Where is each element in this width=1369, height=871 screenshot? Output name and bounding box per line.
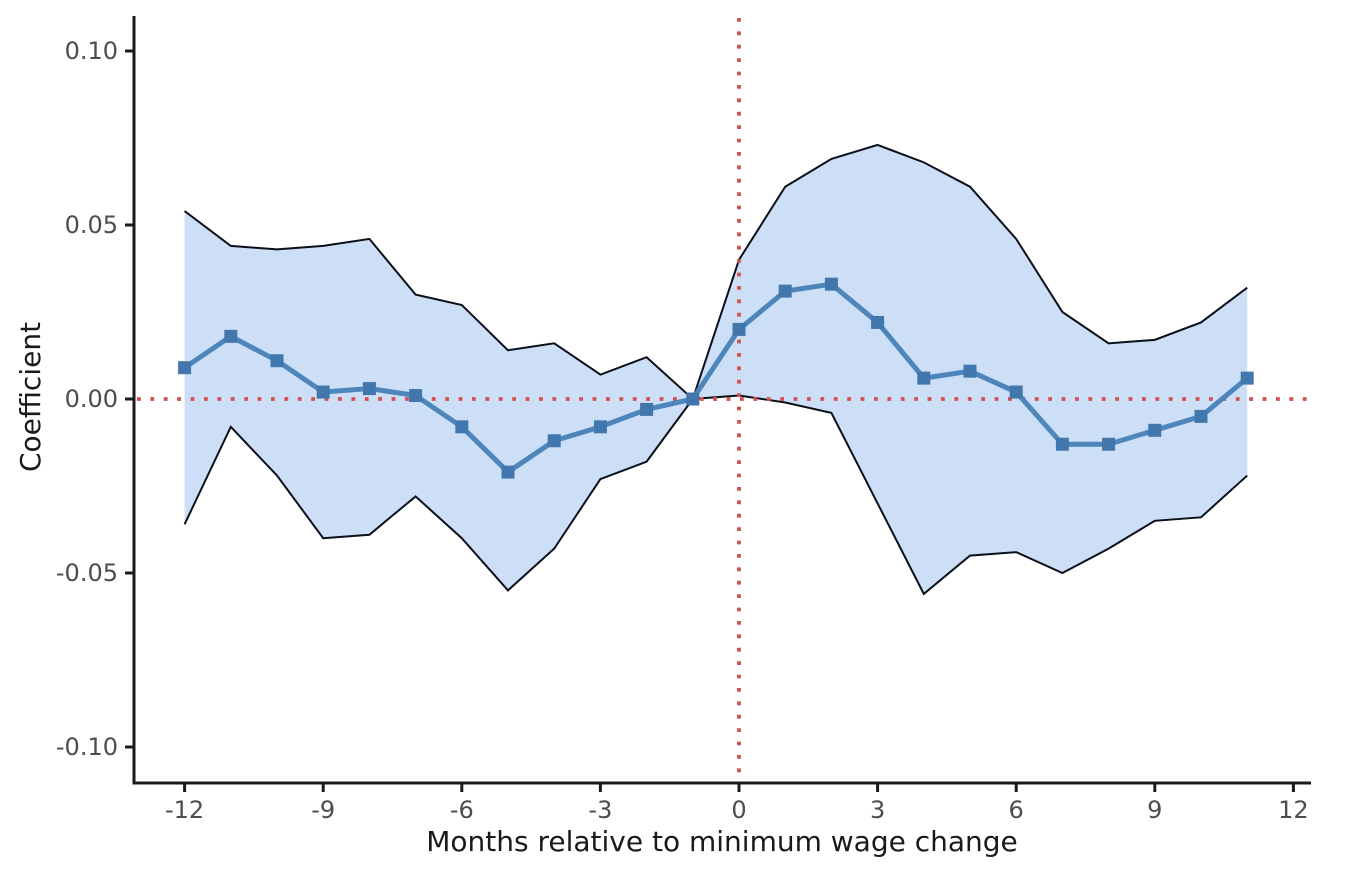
x-tick-label: 0 [731,796,746,824]
x-tick-label: 3 [870,796,885,824]
y-tick-label: -0.05 [56,559,118,587]
x-tick-label: 6 [1009,796,1024,824]
data-point-marker [871,315,885,329]
y-tick-label: 0.05 [65,211,118,239]
data-point-marker [1240,371,1254,385]
data-point-marker [917,371,931,385]
confidence-band [184,144,1248,594]
data-point-marker [1102,437,1116,451]
data-point-marker [455,420,469,434]
data-point-marker [1055,437,1069,451]
x-tick-label: -12 [165,796,204,824]
data-point-marker [270,354,284,368]
data-point-marker [963,364,977,378]
data-point-marker [732,322,746,336]
data-point-marker [1194,409,1208,423]
ci-upper-line [183,143,1248,401]
y-tick-label: -0.10 [56,733,118,761]
series-layer [178,277,1254,479]
data-point-marker [178,361,192,375]
data-point-marker [409,389,423,403]
x-tick-label: 12 [1278,796,1309,824]
data-point-marker [1009,385,1023,399]
data-point-marker [824,277,838,291]
data-point-marker [501,465,515,479]
data-point-marker [224,329,238,343]
data-point-marker [640,402,654,416]
axes-layer: 0.10 0.05 0.00 -0.05 -0.10 -12 -9 -6 -3 0 3 6 9 12 [56,16,1311,824]
data-point-marker [547,434,561,448]
y-tick-label: 0.10 [65,37,118,65]
x-tick-label: -6 [450,796,474,824]
data-point-marker [1148,423,1162,437]
x-axis-title: Months relative to minimum wage change [426,825,1018,858]
ci-ribbon-layer [183,143,1248,596]
data-point-marker [316,385,330,399]
x-tick-label: -9 [311,796,335,824]
x-tick-label: -3 [588,796,612,824]
data-point-marker [593,420,607,434]
data-point-marker [362,382,376,396]
y-axis-title: Coefficient [14,322,47,472]
y-tick-label: 0.00 [65,385,118,413]
data-point-marker [686,392,700,406]
x-tick-label: 9 [1147,796,1162,824]
data-point-marker [778,284,792,298]
coefficient-line [182,281,1250,475]
